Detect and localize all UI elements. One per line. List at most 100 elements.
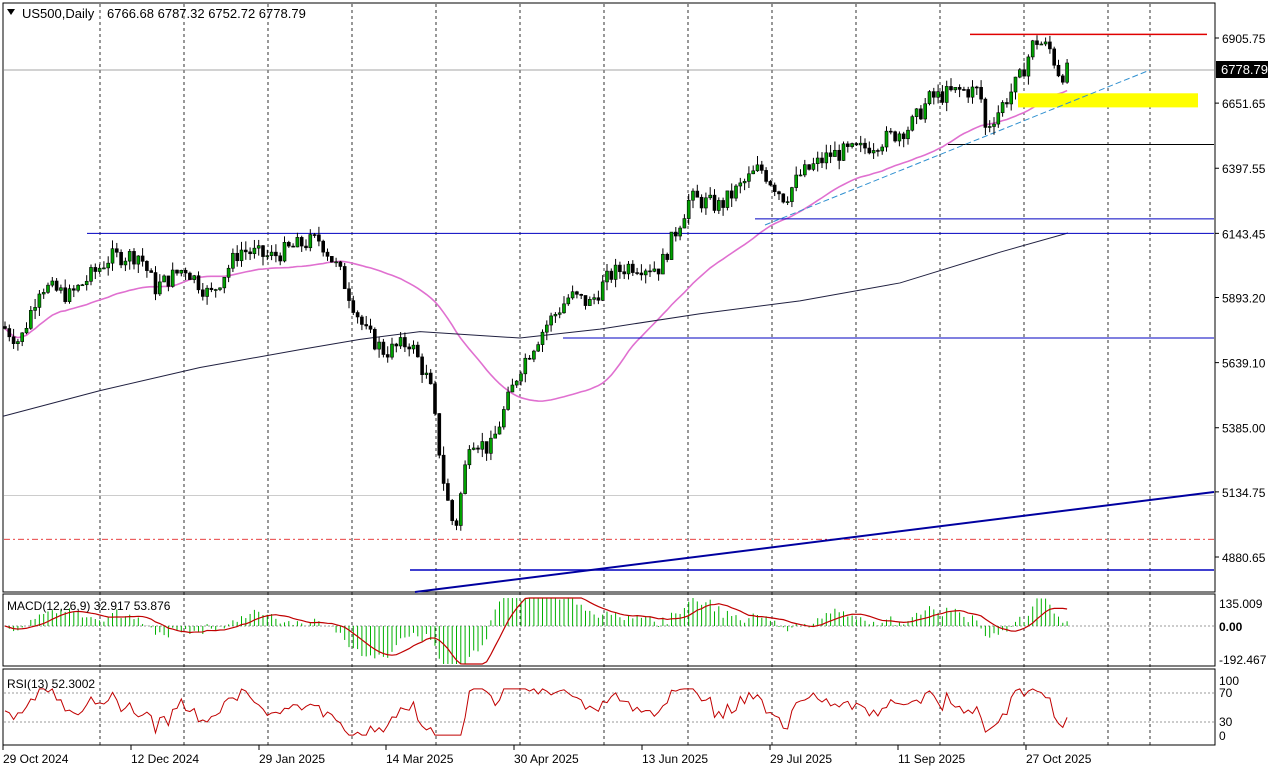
bear-candle <box>54 280 59 291</box>
bull-candle <box>1013 76 1018 93</box>
bear-candle <box>764 170 768 182</box>
bull-candle <box>463 464 467 494</box>
bull-candle <box>798 174 803 177</box>
bull-candle <box>841 143 846 161</box>
price-layer <box>2 33 1215 593</box>
vertical-grid <box>99 4 1151 745</box>
rsi-tick-30: 30 <box>1219 715 1233 729</box>
bull-candle <box>549 315 553 326</box>
bear-candle <box>1052 48 1056 66</box>
bear-candle <box>415 344 420 358</box>
bull-candle <box>691 190 695 201</box>
bear-candle <box>721 200 725 208</box>
bear-candle <box>175 269 179 274</box>
bull-candle <box>1039 43 1044 46</box>
bear-candle <box>428 372 433 385</box>
bear-candle <box>768 181 773 186</box>
bull-candle <box>41 292 46 295</box>
short-trendline <box>764 69 1151 226</box>
bull-candle <box>742 181 747 184</box>
bear-candle <box>394 343 399 347</box>
bear-candle <box>72 288 76 291</box>
bull-candle <box>557 312 562 315</box>
bear-candle <box>450 500 455 522</box>
bull-candle <box>1065 62 1069 83</box>
bear-candle <box>966 89 971 98</box>
bear-candle <box>291 245 295 248</box>
chart-menu-icon[interactable] <box>7 9 15 15</box>
bull-candle <box>755 164 760 172</box>
time-tick-label: 11 Sep 2025 <box>898 752 965 766</box>
rsi-line <box>4 688 1068 736</box>
bull-candle <box>158 281 162 295</box>
bear-candle <box>63 287 68 302</box>
bull-candle <box>540 331 545 345</box>
bear-candle <box>772 184 777 192</box>
bull-candle <box>953 87 958 91</box>
bull-candle <box>89 267 93 282</box>
bear-candle <box>777 191 781 195</box>
bull-candle <box>536 344 541 352</box>
bull-candle <box>50 280 55 286</box>
bull-candle <box>897 133 902 142</box>
bull-candle <box>553 314 558 317</box>
bull-candle <box>411 344 416 350</box>
bull-candle <box>747 173 751 182</box>
bear-candle <box>1048 41 1052 50</box>
bull-candle <box>790 187 794 202</box>
price-tick-label: 5639.10 <box>1222 357 1266 371</box>
bull-candle <box>256 245 261 249</box>
rsi-tick-100: 100 <box>1219 674 1239 688</box>
bull-candle <box>510 384 515 393</box>
bear-candle <box>1056 64 1061 77</box>
bear-candle <box>149 270 153 273</box>
rsi-tick-0: 0 <box>1219 729 1226 743</box>
bear-candle <box>433 383 437 414</box>
bear-candle <box>235 252 239 262</box>
bull-candle <box>923 103 928 120</box>
bear-candle <box>93 267 98 272</box>
bear-candle <box>454 520 459 526</box>
bull-candle <box>544 324 549 333</box>
bull-candle <box>833 149 837 157</box>
bull-candle <box>222 276 227 289</box>
bear-candle <box>278 255 283 262</box>
bull-candle <box>67 288 72 302</box>
bear-candle <box>196 275 201 291</box>
bull-candle <box>652 268 657 272</box>
bear-candle <box>940 91 945 103</box>
bear-candle <box>828 152 833 157</box>
bull-candle <box>308 234 313 249</box>
bear-candle <box>381 341 386 355</box>
bear-candle <box>1022 69 1026 77</box>
bull-candle <box>519 373 523 382</box>
bull-candle <box>794 174 799 188</box>
bear-candle <box>1035 40 1039 45</box>
bear-candle <box>665 253 670 260</box>
macd-panel-frame <box>2 593 1216 667</box>
bear-candle <box>446 483 450 501</box>
bear-candle <box>974 86 979 89</box>
rsi-label: RSI(13) 52.3002 <box>7 677 95 691</box>
bear-candle <box>759 164 764 171</box>
bear-candle <box>639 272 644 276</box>
bull-candle <box>936 91 940 98</box>
bull-candle <box>506 391 510 410</box>
price-tick-label: 6143.45 <box>1222 227 1266 241</box>
symbol-label: US500,Daily <box>22 6 95 21</box>
bull-candle <box>626 263 631 275</box>
bear-candle <box>695 190 700 198</box>
bull-candle <box>1043 41 1048 45</box>
bear-candle <box>11 336 16 344</box>
price-tick-label: 6397.55 <box>1222 162 1266 176</box>
bear-candle <box>901 133 906 140</box>
bull-candle <box>123 260 128 266</box>
bull-candle <box>76 284 80 291</box>
bear-candle <box>635 272 639 274</box>
bear-candle <box>919 108 923 120</box>
bear-candle <box>132 251 136 265</box>
bear-candle <box>188 272 192 280</box>
bull-candle <box>192 275 196 280</box>
bull-candle <box>785 201 790 203</box>
